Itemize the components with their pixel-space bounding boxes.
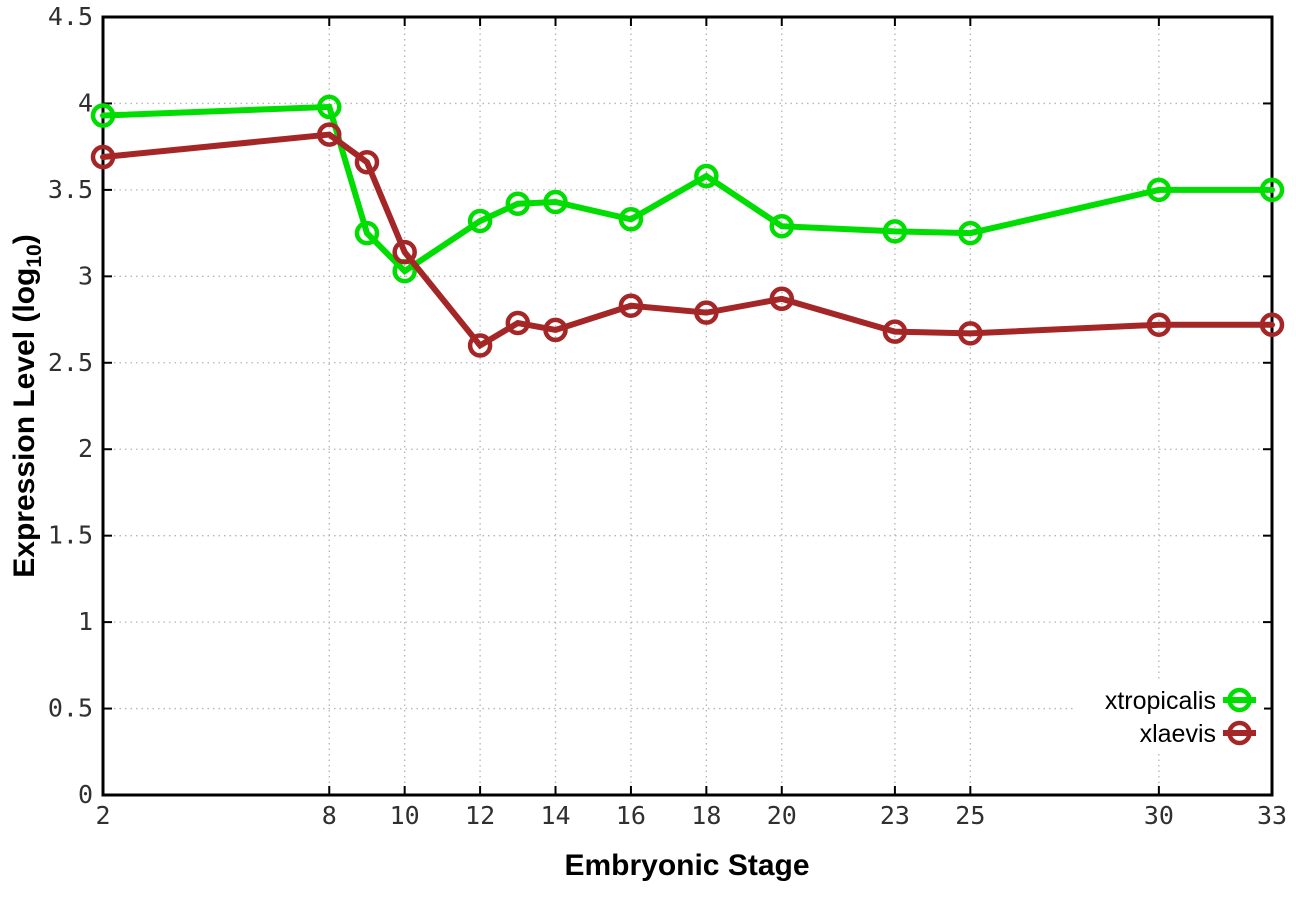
legend-label-xtropicalis: xtropicalis (1105, 687, 1216, 715)
y-tick-label: 0 (78, 780, 93, 809)
grid-layer (103, 17, 1273, 795)
legend-marker-icon-xtropicalis (1227, 687, 1252, 713)
data-point-xlaevis (392, 239, 417, 265)
tick-layer (102, 16, 1273, 796)
data-point-xtropicalis (505, 191, 531, 216)
y-tick-label: 3.5 (48, 175, 93, 204)
y-tick-label: 1.5 (48, 521, 93, 550)
data-point-xlaevis (694, 300, 719, 325)
plot-border (101, 15, 1274, 797)
x-tick-label: 12 (465, 801, 495, 830)
data-point-xtropicalis (90, 103, 116, 128)
y-tick-label: 2.5 (48, 348, 93, 377)
y-tick-label: 1 (78, 607, 93, 636)
x-tick-label: 10 (390, 801, 420, 830)
data-point-xlaevis (1259, 312, 1285, 337)
x-tick-label: 30 (1144, 801, 1174, 830)
data-point-xlaevis (90, 144, 116, 170)
tick-label-layer: 2 8 10 12 14 16 18 20 23 25 30 33 0 0.5 1 1.5 2 2.5 3 3.5 4 4… (48, 2, 1287, 830)
x-tick-label: 20 (767, 801, 797, 830)
x-tick-label: 25 (955, 801, 985, 830)
x-tick-label: 33 (1257, 801, 1287, 830)
x-tick-label: 18 (691, 801, 721, 830)
y-tick-label: 3 (78, 261, 93, 290)
y-tick-label: 2 (78, 434, 93, 463)
x-axis-title: Embryonic Stage (564, 849, 809, 882)
y-axis-title-subscript: 10 (23, 244, 46, 267)
x-tick-label: 8 (322, 801, 337, 830)
series-line-xtropicalis (100, 103, 1275, 276)
data-point-xlaevis (882, 319, 908, 344)
y-tick-label: 0.5 (48, 694, 93, 723)
data-point-xtropicalis (694, 163, 719, 189)
data-point-xtropicalis (1146, 177, 1172, 203)
data-point-xtropicalis (882, 219, 908, 244)
data-point-xtropicalis (958, 220, 983, 246)
data-point-xtropicalis (769, 213, 795, 239)
data-point-xlaevis (317, 122, 342, 147)
x-tick-label: 2 (95, 801, 110, 830)
data-point-xlaevis (1146, 312, 1172, 337)
data-point-xlaevis (769, 286, 795, 312)
y-tick-label: 4 (78, 88, 93, 117)
x-tick-label: 23 (880, 801, 910, 830)
series-layer (90, 94, 1285, 358)
data-point-xtropicalis (354, 220, 380, 246)
legend-label-xlaevis: xlaevis (1140, 720, 1216, 748)
y-axis-title: Expression Level (log10) (8, 234, 46, 577)
data-point-xlaevis (467, 333, 493, 358)
data-point-xlaevis (958, 321, 983, 346)
y-axis-title-main: Expression Level (log (8, 268, 41, 578)
data-point-xlaevis (354, 149, 380, 175)
data-point-xtropicalis (618, 207, 644, 232)
data-point-xlaevis (618, 293, 644, 318)
data-point-xlaevis (543, 317, 568, 343)
x-tick-label: 16 (616, 801, 646, 830)
data-point-xtropicalis (543, 189, 568, 215)
legend: xtropicalis xlaevis (1076, 681, 1264, 750)
x-tick-label: 14 (540, 801, 570, 830)
data-point-xlaevis (505, 310, 531, 336)
legend-marker-icon-xlaevis (1227, 720, 1252, 746)
data-point-xtropicalis (1259, 177, 1285, 203)
data-point-xtropicalis (317, 94, 342, 120)
y-tick-label: 4.5 (48, 2, 93, 31)
y-axis-title-end: ) (8, 234, 41, 244)
series-line-xlaevis (100, 131, 1275, 350)
data-point-xtropicalis (467, 208, 493, 234)
